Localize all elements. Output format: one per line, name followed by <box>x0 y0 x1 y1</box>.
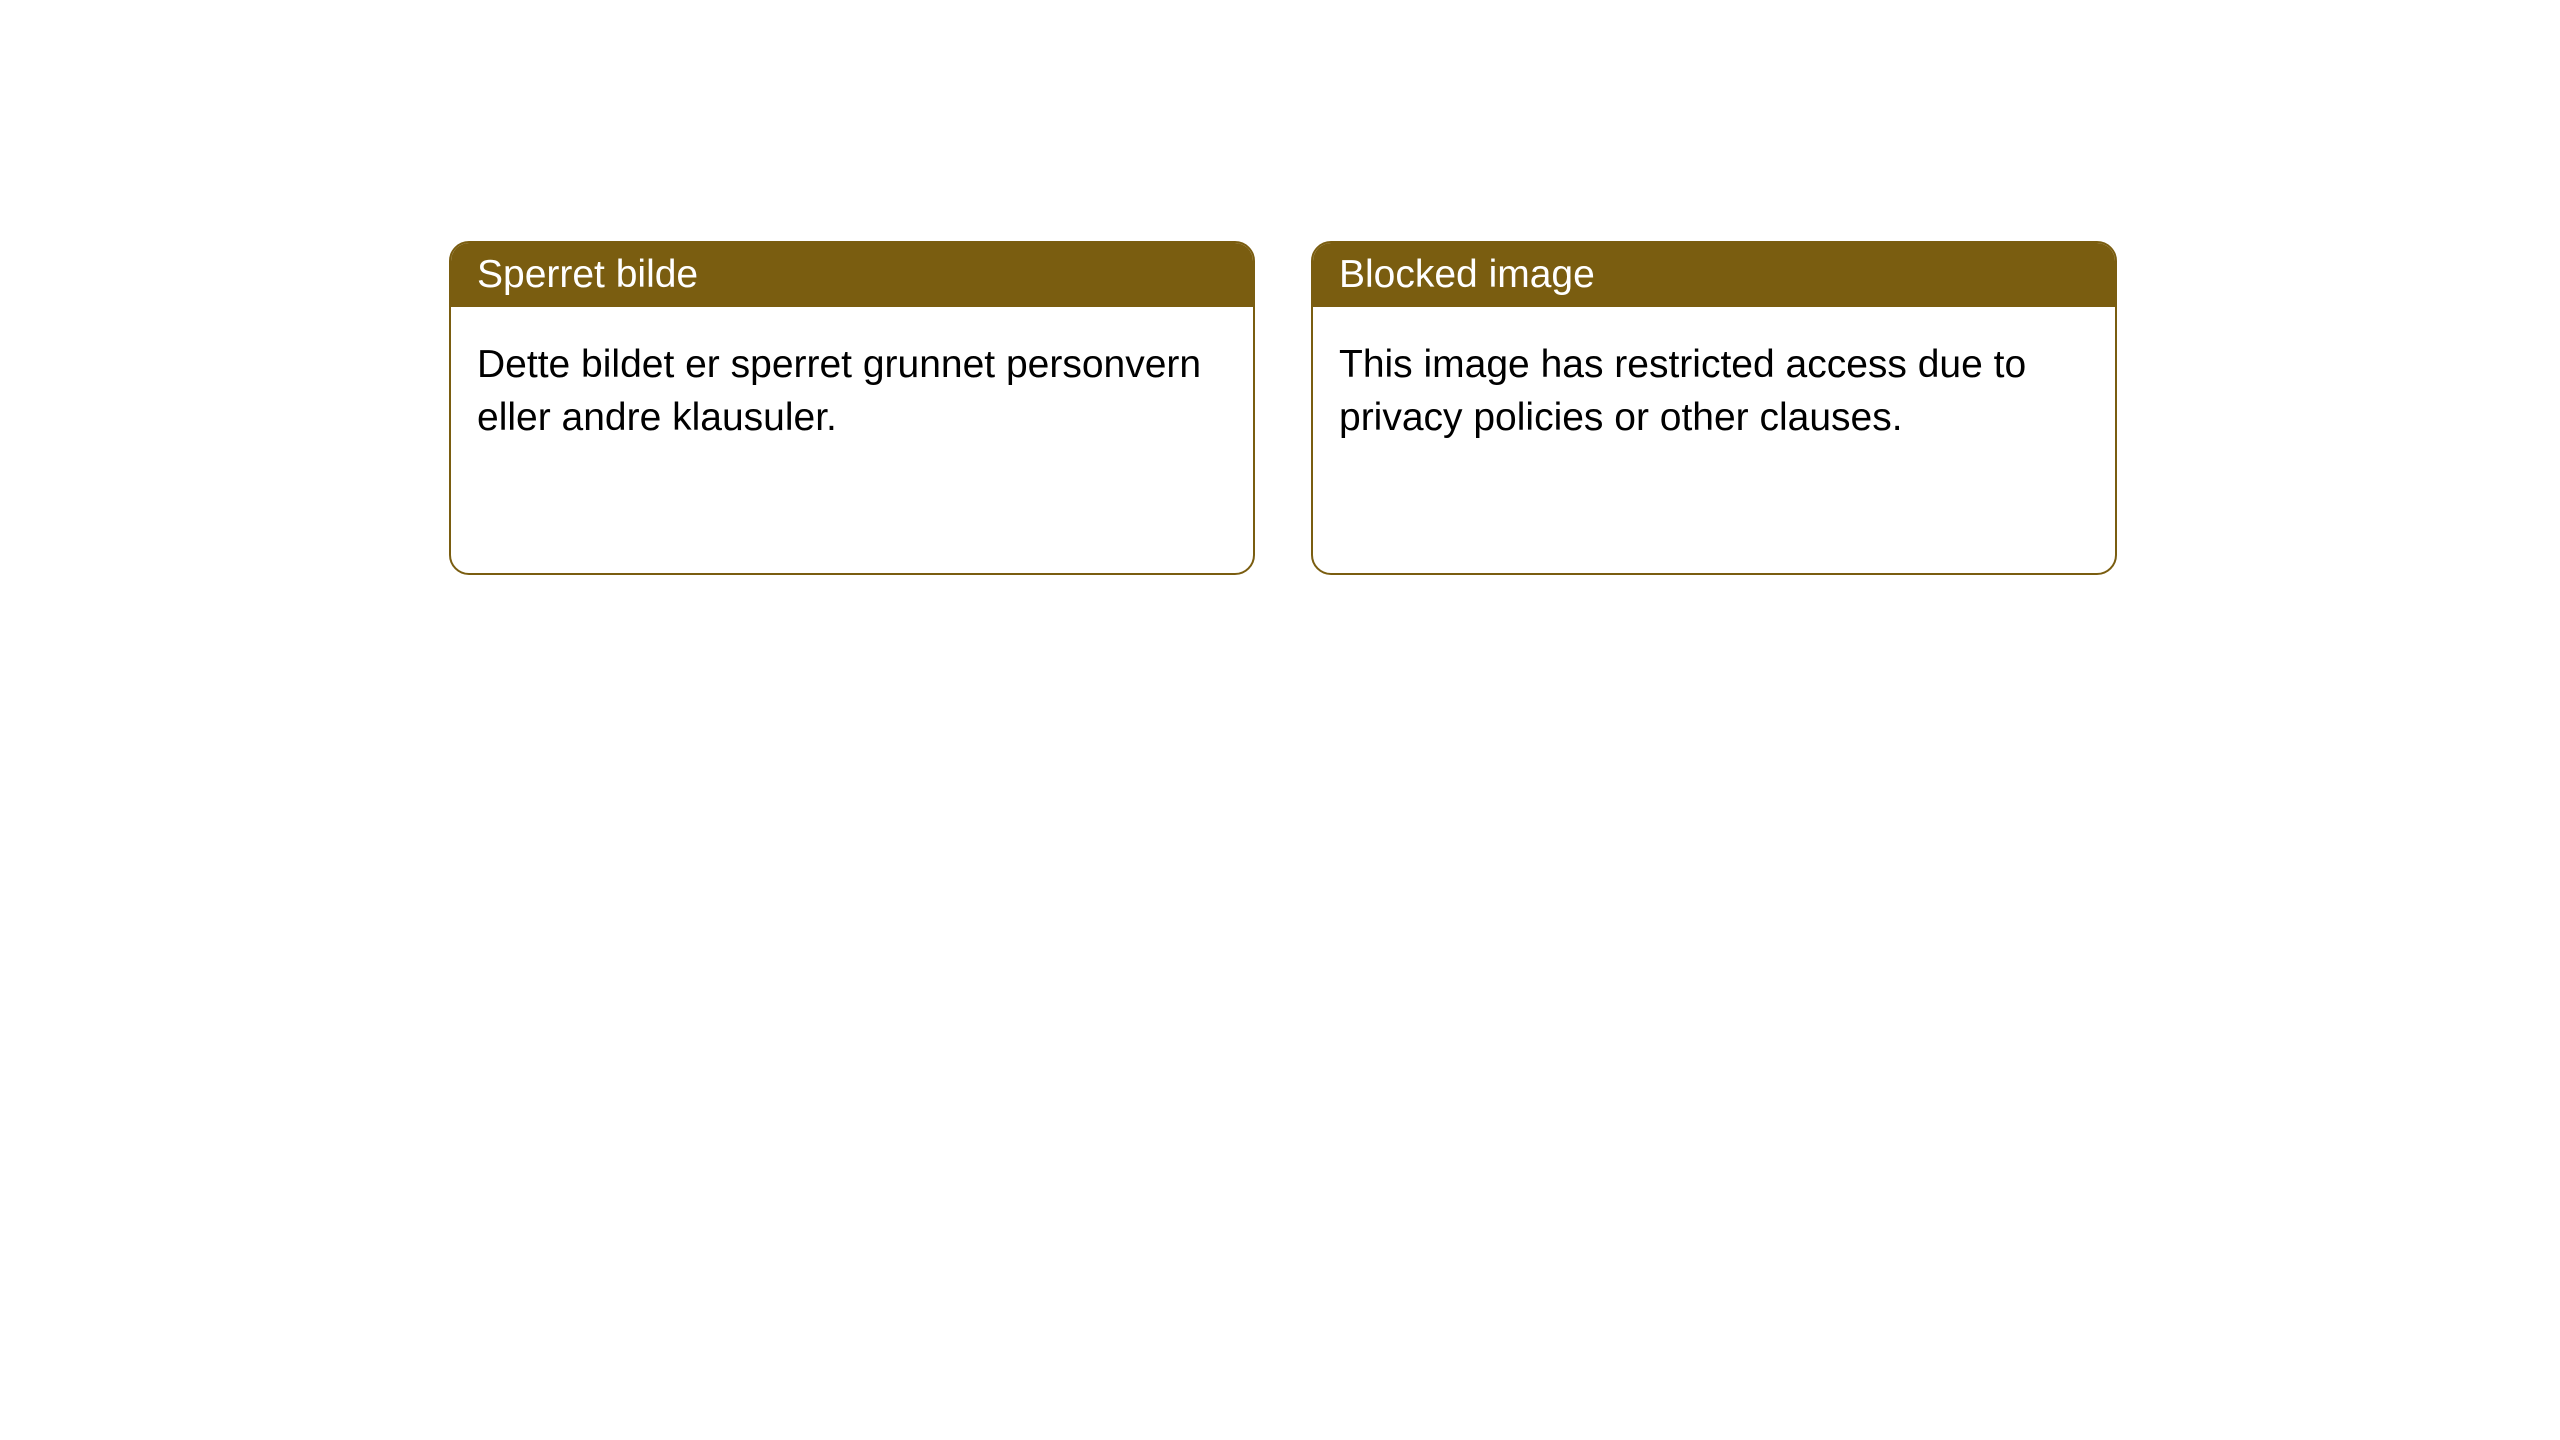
card-header: Blocked image <box>1313 243 2115 307</box>
card-body-text: Dette bildet er sperret grunnet personve… <box>477 343 1201 439</box>
card-body-text: This image has restricted access due to … <box>1339 343 2026 439</box>
card-header: Sperret bilde <box>451 243 1253 307</box>
notice-container: Sperret bilde Dette bildet er sperret gr… <box>0 0 2560 575</box>
blocked-image-card-en: Blocked image This image has restricted … <box>1311 241 2117 575</box>
card-title: Sperret bilde <box>477 253 698 296</box>
card-title: Blocked image <box>1339 253 1595 296</box>
card-body: Dette bildet er sperret grunnet personve… <box>451 307 1253 476</box>
blocked-image-card-no: Sperret bilde Dette bildet er sperret gr… <box>449 241 1255 575</box>
card-body: This image has restricted access due to … <box>1313 307 2115 476</box>
